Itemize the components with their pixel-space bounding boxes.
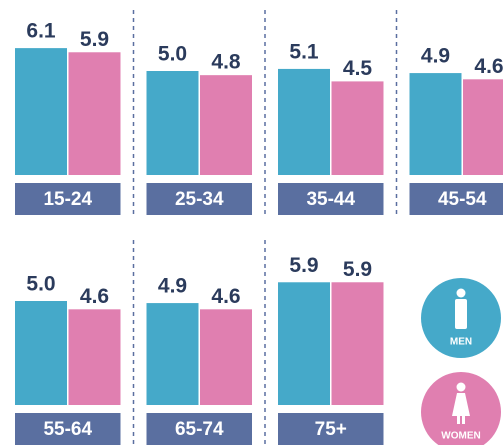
value-label: 5.1: [289, 40, 319, 63]
value-label: 4.5: [343, 57, 373, 80]
legend-item: MEN: [421, 278, 501, 358]
value-label: 4.6: [211, 285, 240, 308]
bar: [200, 309, 252, 405]
category-box: [146, 413, 252, 445]
value-label: 4.8: [211, 51, 241, 74]
value-label: 5.0: [26, 273, 55, 296]
icon-head: [456, 382, 466, 392]
value-label: 4.6: [474, 55, 503, 78]
bar: [278, 68, 330, 175]
category-box: [409, 183, 503, 215]
value-label: 4.9: [421, 45, 450, 68]
category-label: 25-34: [175, 189, 224, 210]
category-label: 75+: [315, 419, 347, 440]
legend-label: WOMEN: [441, 431, 480, 442]
bar: [278, 282, 330, 405]
icon-body: [452, 393, 470, 424]
bar: [68, 52, 121, 175]
bar: [331, 81, 384, 175]
value-label: 4.6: [80, 285, 109, 308]
category-label: 55-64: [43, 419, 92, 440]
legend-item: WOMEN: [421, 372, 501, 445]
value-label: 5.9: [80, 28, 109, 51]
bar: [409, 73, 462, 175]
category-box: [15, 183, 121, 215]
bar: [15, 301, 67, 405]
category-label: 15-24: [43, 189, 92, 210]
bar: [331, 282, 384, 405]
category-box: [146, 183, 252, 215]
legend-label: MEN: [450, 337, 472, 348]
value-label: 4.9: [158, 275, 187, 298]
category-label: 65-74: [175, 419, 224, 440]
bar: [68, 309, 121, 405]
category-box: [278, 183, 384, 215]
bar: [146, 71, 199, 175]
bar: [146, 303, 199, 405]
bar: [463, 79, 503, 175]
icon-body: [455, 299, 467, 329]
category-label: 45-54: [438, 189, 487, 210]
value-label: 6.1: [26, 20, 56, 43]
value-label: 5.9: [289, 254, 318, 277]
category-box: [15, 413, 121, 445]
category-label: 35-44: [306, 189, 355, 210]
value-label: 5.9: [343, 258, 372, 281]
bar: [200, 75, 252, 175]
icon-head: [456, 288, 466, 298]
category-box: [278, 413, 384, 445]
bar: [15, 48, 67, 176]
value-label: 5.0: [158, 43, 187, 66]
